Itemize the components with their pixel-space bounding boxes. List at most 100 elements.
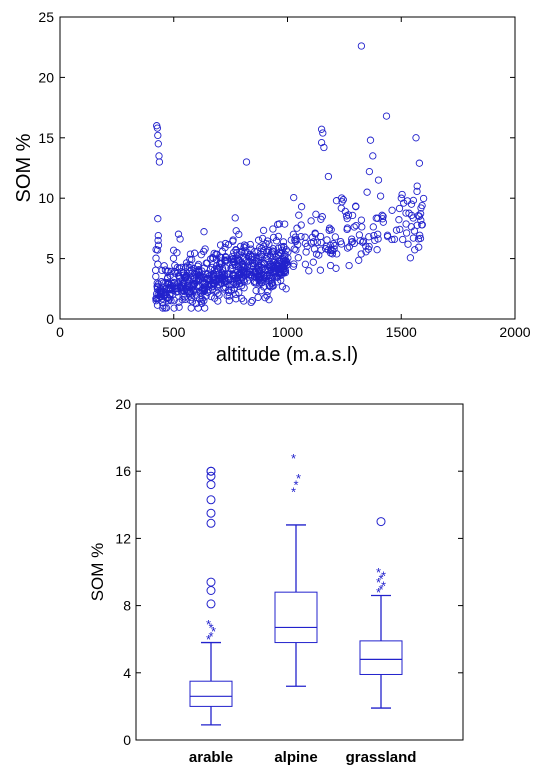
outlier-circle <box>206 480 216 490</box>
scatter-point <box>158 298 166 307</box>
scatter-point <box>263 292 271 300</box>
outlier-star: * <box>291 484 296 499</box>
scatter-point <box>220 284 228 292</box>
scatter-point <box>345 261 353 270</box>
scatter-point <box>163 268 171 276</box>
scatter-point <box>227 286 235 294</box>
scatter-point <box>402 229 411 237</box>
box-category-label: grassland <box>346 749 417 766</box>
scatter-point <box>154 140 162 148</box>
scatter-point <box>293 224 301 232</box>
scatter-point <box>204 288 212 296</box>
scatter-point <box>415 159 424 167</box>
scatter-point <box>402 209 410 217</box>
outlier-circle <box>206 577 216 587</box>
scatter-point <box>295 211 303 219</box>
scatter-point <box>258 234 267 243</box>
scatter-point <box>337 204 345 212</box>
scatter-point <box>162 304 171 312</box>
scatter-point <box>188 290 196 298</box>
scatter-point <box>194 276 202 284</box>
scatter-point <box>213 264 222 273</box>
scatter-x-tick-label: 1500 <box>386 324 417 340</box>
scatter-point <box>281 220 289 228</box>
scatter-point <box>230 275 239 283</box>
box-plot-frame <box>135 403 464 741</box>
scatter-point <box>188 297 197 306</box>
scatter-point <box>363 188 371 196</box>
scatter-point <box>263 252 272 260</box>
scatter-point <box>164 294 172 302</box>
scatter-point <box>214 297 222 305</box>
scatter-point <box>195 268 203 277</box>
scatter-point <box>302 248 310 256</box>
scatter-point <box>173 263 182 272</box>
scatter-point <box>415 243 423 251</box>
scatter-point <box>232 227 240 235</box>
scatter-point <box>274 220 282 229</box>
scatter-point <box>278 269 286 277</box>
scatter-point <box>309 258 317 266</box>
scatter-point <box>240 271 248 279</box>
scatter-point <box>265 296 273 304</box>
scatter-point <box>240 255 248 263</box>
scatter-point <box>264 247 273 255</box>
scatter-point <box>320 143 328 152</box>
scatter-point <box>197 297 205 306</box>
scatter-point <box>269 225 277 233</box>
scatter-point <box>232 290 240 299</box>
scatter-point <box>154 215 162 223</box>
scatter-point <box>313 238 322 247</box>
outlier-star: * <box>381 578 386 593</box>
scatter-point <box>235 260 243 268</box>
scatter-point <box>203 270 211 279</box>
scatter-point <box>279 268 288 276</box>
scatter-point <box>412 134 420 142</box>
box-y-tick-label: 12 <box>115 530 131 546</box>
scatter-point <box>232 295 240 303</box>
scatter-point <box>270 259 278 267</box>
scatter-point <box>395 216 403 224</box>
scatter-point <box>242 158 251 166</box>
scatter-point <box>378 211 386 219</box>
outlier-circle <box>206 495 216 505</box>
outlier-star: * <box>291 451 296 466</box>
scatter-point <box>279 238 288 246</box>
scatter-point <box>154 283 162 292</box>
scatter-point <box>155 158 164 166</box>
scatter-point <box>274 252 283 260</box>
scatter-point <box>352 221 360 230</box>
scatter-point <box>154 260 162 268</box>
scatter-y-tick-label: 5 <box>46 251 54 267</box>
box-y-tick-label: 16 <box>115 463 131 479</box>
scatter-point <box>409 234 418 242</box>
scatter-point <box>155 152 163 160</box>
scatter-point <box>153 279 161 287</box>
scatter-point <box>169 246 178 254</box>
scatter-point <box>177 283 185 291</box>
scatter-point <box>308 233 317 241</box>
scatter-point <box>179 292 187 300</box>
scatter-point <box>222 264 230 272</box>
scatter-point <box>169 254 178 262</box>
scatter-point <box>153 124 162 132</box>
scatter-point <box>161 266 170 274</box>
box-plot-boxes: **************** <box>189 451 403 726</box>
scatter-point <box>374 230 382 238</box>
scatter-point <box>201 304 209 312</box>
scatter-point <box>297 221 305 229</box>
scatter-point <box>282 285 290 293</box>
scatter-point <box>241 247 249 255</box>
scatter-point <box>261 294 269 302</box>
scatter-point <box>199 288 207 296</box>
scatter-point <box>275 249 284 257</box>
scatter-point <box>170 296 178 304</box>
scatter-point <box>290 245 298 253</box>
scatter-point <box>327 226 335 234</box>
scatter-point <box>237 282 246 290</box>
scatter-point <box>343 214 351 223</box>
scatter-point <box>413 187 421 196</box>
scatter-point <box>405 209 413 217</box>
box-y-tick-label: 4 <box>123 665 131 681</box>
